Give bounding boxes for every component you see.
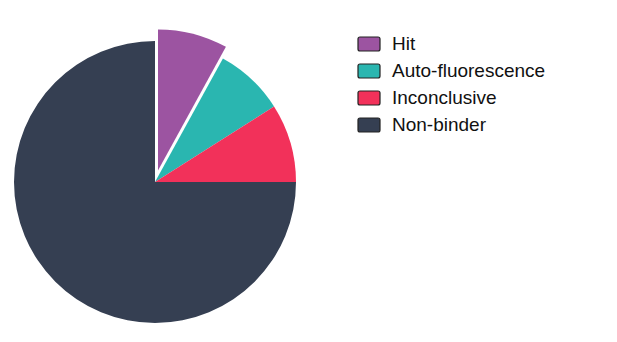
- legend-swatch: [358, 118, 380, 132]
- legend-swatch: [358, 37, 380, 51]
- chart: Hit Auto-fluorescence Inconclusive Non-bind…: [0, 0, 617, 342]
- legend-swatch: [358, 91, 380, 105]
- pie: [14, 29, 296, 323]
- legend: Hit Auto-fluorescence Inconclusive Non-bind…: [358, 33, 545, 135]
- legend-label: Inconclusive: [392, 87, 497, 108]
- legend-label: Non-binder: [392, 114, 487, 135]
- legend-label: Auto-fluorescence: [392, 60, 545, 81]
- legend-swatch: [358, 64, 380, 78]
- pie-slice: [155, 106, 296, 182]
- pie-slice: [14, 41, 296, 323]
- legend-label: Hit: [392, 33, 416, 54]
